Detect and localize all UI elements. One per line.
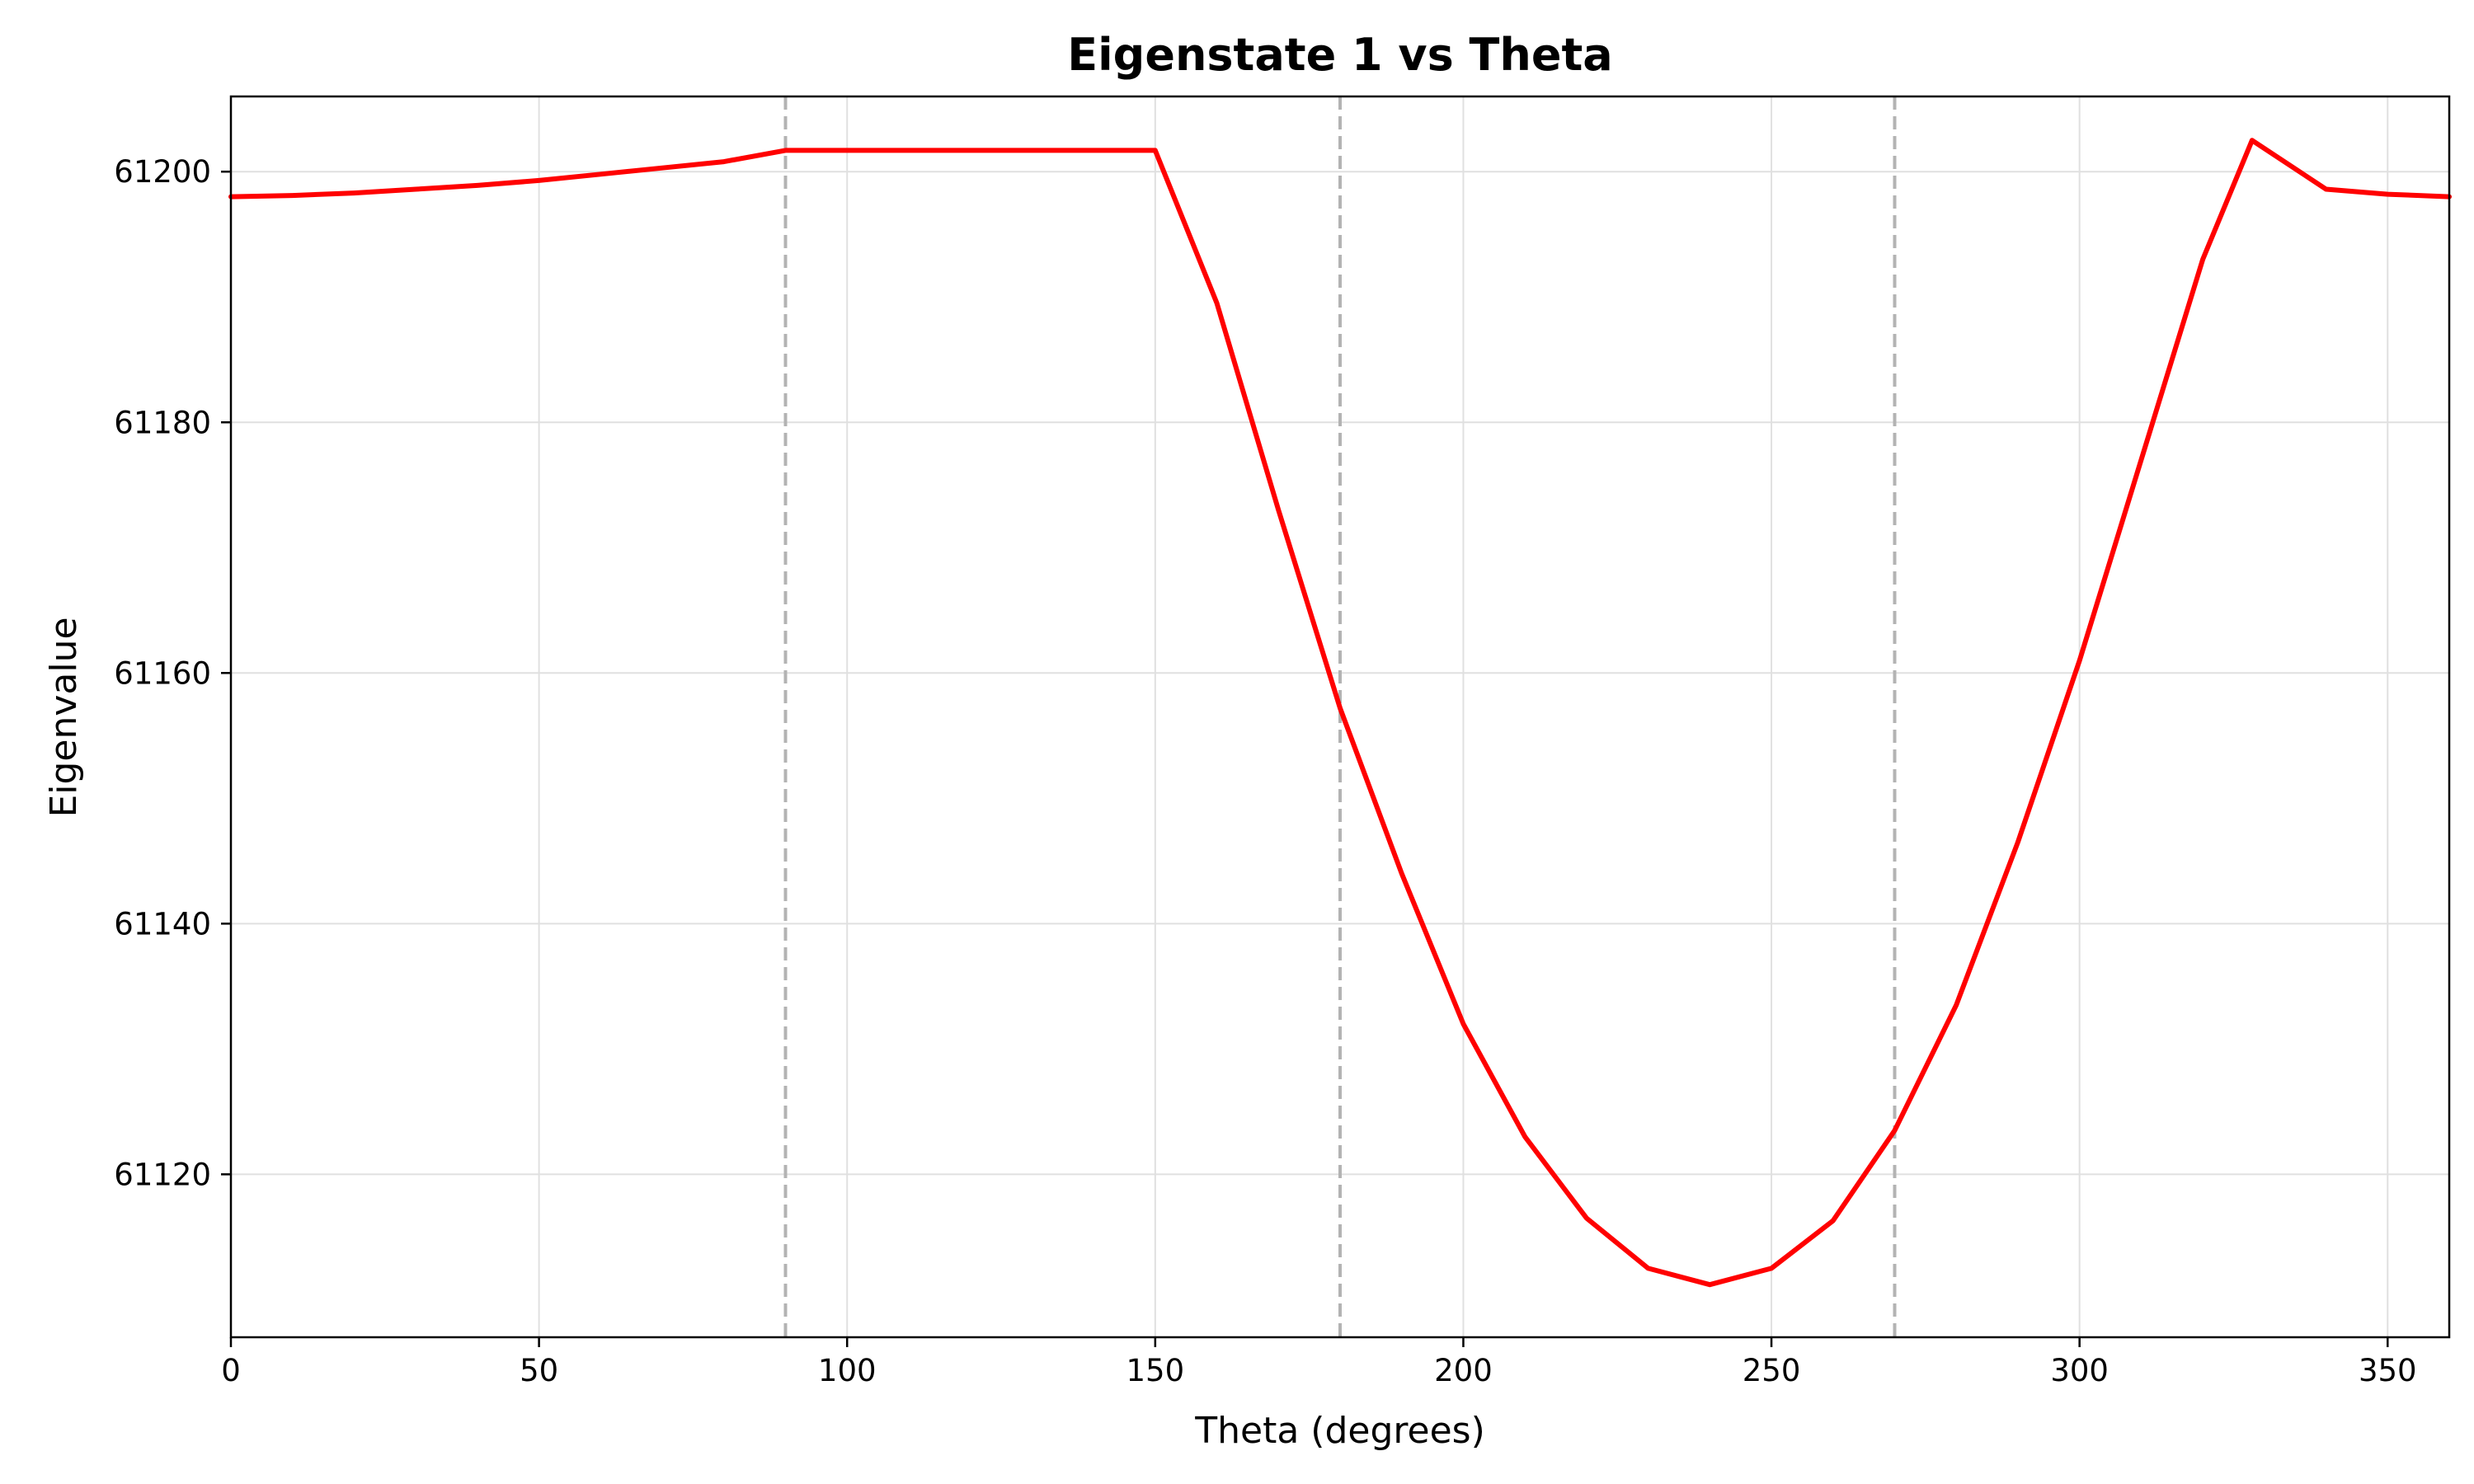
x-tick-label: 50 bbox=[520, 1353, 558, 1388]
x-tick-label: 300 bbox=[2050, 1353, 2109, 1388]
chart-title: Eigenstate 1 vs Theta bbox=[1067, 29, 1612, 81]
y-tick-label: 61120 bbox=[114, 1157, 211, 1192]
plot-frame bbox=[229, 95, 2451, 1339]
x-axis-label: Theta (degrees) bbox=[1194, 1410, 1484, 1452]
y-tick-label: 61180 bbox=[114, 405, 211, 440]
x-tick-label: 200 bbox=[1434, 1353, 1493, 1388]
x-tick-label: 150 bbox=[1126, 1353, 1185, 1388]
x-tick-label: 0 bbox=[221, 1353, 241, 1388]
series-line bbox=[228, 138, 2452, 1288]
y-axis-ticks: 61120 61140 61160 61180 61200 bbox=[114, 154, 231, 1192]
y-tick-label: 61200 bbox=[114, 154, 211, 190]
y-tick-label: 61160 bbox=[114, 655, 211, 691]
x-tick-label: 350 bbox=[2359, 1353, 2417, 1388]
y-tick-label: 61140 bbox=[114, 906, 211, 942]
series-layer bbox=[228, 138, 2452, 1288]
x-axis-ticks: 0 50 100 150 200 250 300 350 bbox=[221, 1337, 2417, 1388]
x-tick-label: 250 bbox=[1743, 1353, 1801, 1388]
y-axis-label: Eigenvalue bbox=[43, 617, 85, 817]
x-tick-label: 100 bbox=[818, 1353, 877, 1388]
